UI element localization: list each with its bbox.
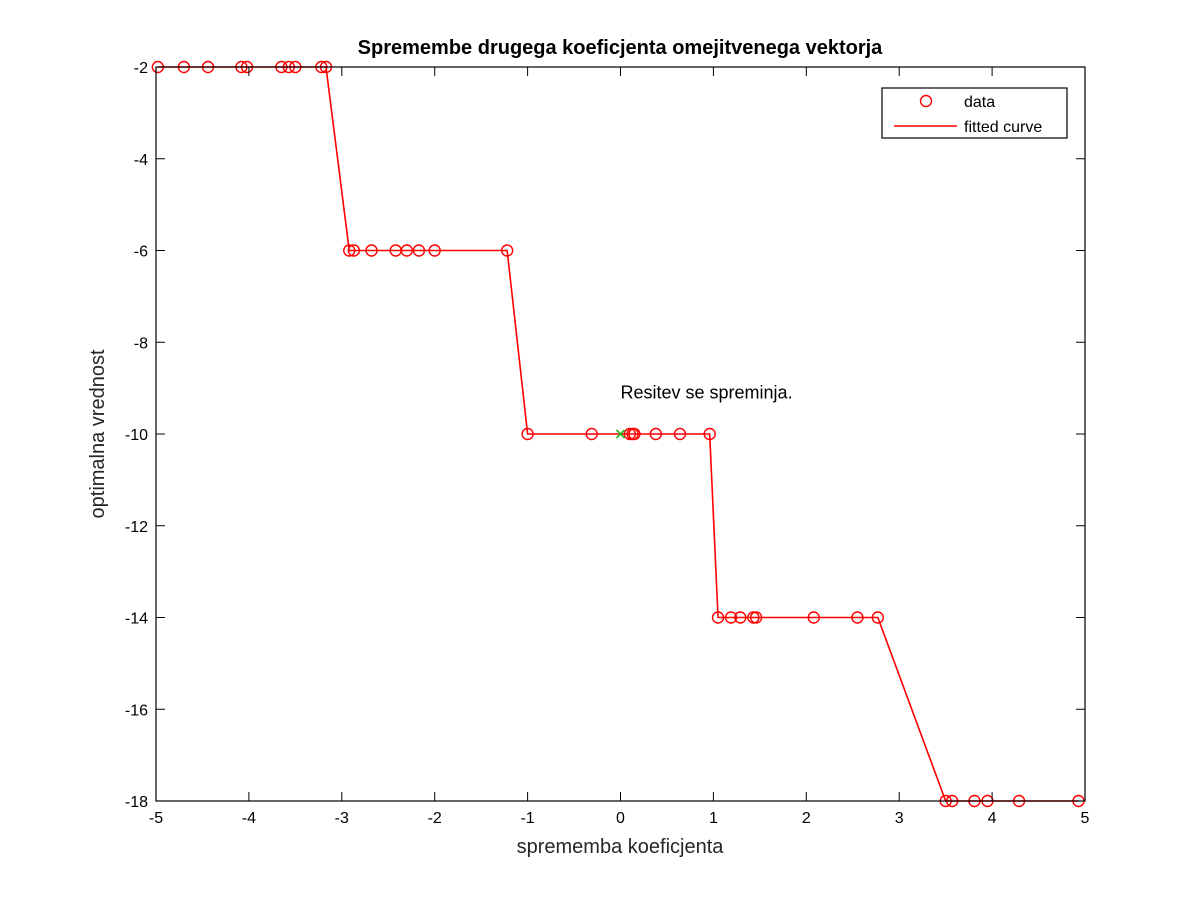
y-tick-label: -8: [134, 335, 148, 352]
data-point: [734, 611, 747, 624]
y-tick-label: -18: [125, 794, 148, 811]
y-tick-label: -12: [125, 519, 148, 536]
axes: -5 -4 -3 -2 -1 0 1 2 3 4 5-18-16-14-12-10-8-6-4-2: [125, 60, 1090, 827]
x-tick-label: -3: [335, 810, 349, 827]
x-axis-label: sprememba koeficjenta: [517, 836, 725, 858]
y-axis-label: optimalna vrednost: [87, 349, 109, 518]
data-point: [851, 611, 864, 624]
data-point: [500, 244, 514, 257]
y-tick-label: -16: [125, 702, 148, 719]
y-tick-label: -10: [125, 427, 148, 444]
data-point: [673, 427, 687, 441]
legend: data fitted curve: [881, 87, 1068, 139]
legend-label-fitted-curve: fitted curve: [964, 119, 1042, 136]
data-point: [703, 427, 716, 441]
x-tick-label: -2: [428, 810, 442, 827]
data-point: [807, 611, 820, 624]
legend-box: [881, 87, 1068, 139]
y-tick-label: -2: [134, 60, 148, 77]
annotation-text: Resitev se spreminja.: [621, 383, 793, 403]
data-point: [412, 244, 426, 257]
x-tick-label: 1: [709, 810, 718, 827]
x-tick-label: 2: [802, 810, 811, 827]
data-point: [711, 611, 725, 624]
data-point: [400, 244, 414, 257]
data-point: [649, 427, 663, 441]
y-tick-label: -14: [125, 611, 148, 628]
current-solution-marker: [615, 429, 626, 439]
data-point: [343, 244, 356, 257]
x-tick-label: -5: [149, 810, 163, 827]
chart-title: Spremembe drugega koeficjenta omejitvene…: [358, 37, 884, 59]
data-point: [365, 244, 378, 257]
x-tick-label: 4: [988, 810, 997, 827]
data-point: [428, 244, 441, 257]
data-point: [871, 611, 885, 624]
x-tick-label: -4: [242, 810, 256, 827]
data-point: [628, 427, 641, 441]
x-tick-label: 0: [616, 810, 625, 827]
legend-label-data: data: [964, 94, 995, 111]
current-solution-marker-stroke: [615, 429, 626, 439]
y-tick-label: -6: [134, 244, 148, 261]
data-point: [585, 427, 598, 441]
legend-marker-data: [919, 94, 933, 108]
fitted-curve-line: [157, 66, 1079, 802]
y-tick-label: -4: [134, 152, 148, 169]
plot-area: [151, 60, 1085, 808]
x-tick-label: 5: [1081, 810, 1090, 827]
data-point: [521, 427, 534, 441]
data-point: [724, 611, 738, 624]
x-tick-label: -1: [520, 810, 534, 827]
x-tick-label: 3: [895, 810, 904, 827]
data-point: [347, 244, 361, 257]
data-point: [749, 611, 763, 624]
